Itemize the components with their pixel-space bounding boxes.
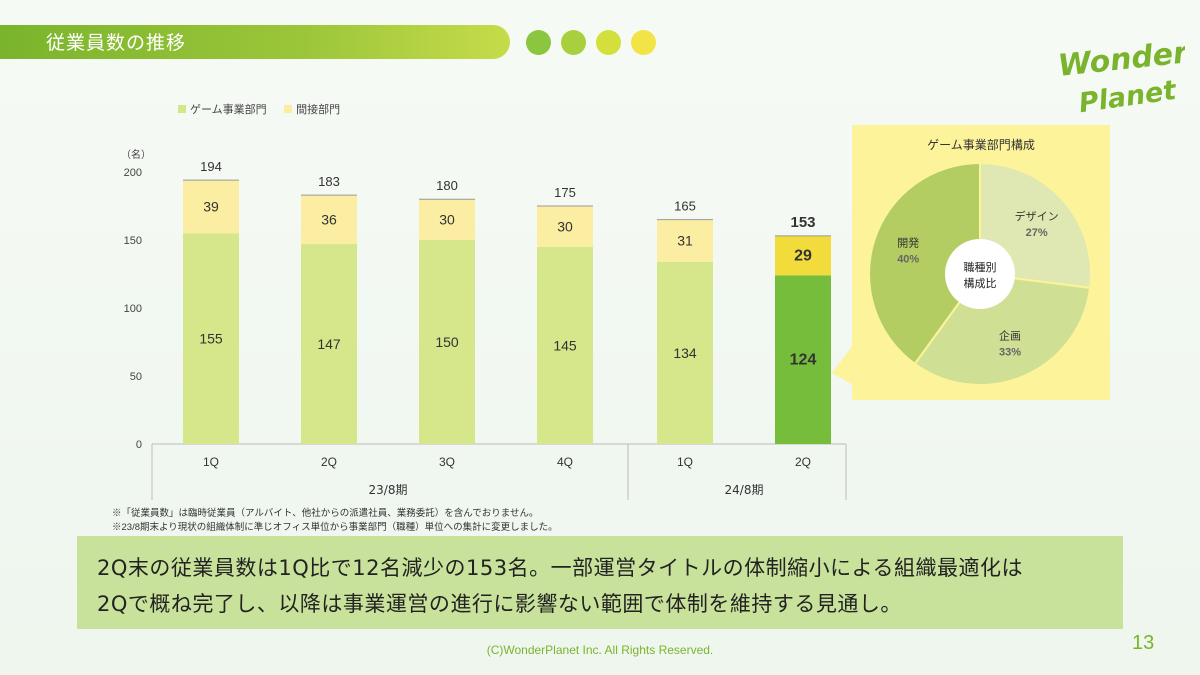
header-bar xyxy=(0,25,510,59)
bar-game xyxy=(183,233,239,444)
pie-center-hole xyxy=(945,239,1015,309)
x-tick-label: 1Q xyxy=(203,455,219,469)
y-tick-label: 200 xyxy=(124,167,142,179)
data-label-indirect: 30 xyxy=(557,218,573,234)
footnote-2: ※23/8期末より現状の組織体制に準じオフィス単位から事業部門（職種）単位への集… xyxy=(112,522,558,533)
x-tick-label: 4Q xyxy=(557,455,573,469)
bar-indirect xyxy=(657,219,713,262)
data-label-total: 153 xyxy=(790,214,815,231)
chart-legend: ゲーム事業部門 間接部門 xyxy=(178,101,354,117)
bar-indirect xyxy=(301,195,357,245)
legend-label-indirect: 間接部門 xyxy=(296,103,341,116)
pie-title: ゲーム事業部門構成 xyxy=(927,138,1035,152)
pie-center-label: 構成比 xyxy=(964,277,997,290)
y-tick-label: 150 xyxy=(124,235,142,247)
header-dot xyxy=(561,30,586,55)
pie-slice-label: デザイン xyxy=(1015,209,1059,223)
pie-slice-label: 企画 xyxy=(999,328,1021,342)
pie-slice-label: 開発 xyxy=(897,236,919,250)
x-group-label: 23/8期 xyxy=(369,483,408,497)
data-label-game: 147 xyxy=(317,336,341,352)
data-label-total: 165 xyxy=(674,199,696,214)
data-label-game: 124 xyxy=(790,352,817,369)
x-tick-label: 2Q xyxy=(321,455,337,469)
pie-slice-value: 27% xyxy=(1026,227,1048,239)
x-tick-label: 2Q xyxy=(795,455,811,469)
x-group-label: 24/8期 xyxy=(725,483,764,497)
bar-indirect xyxy=(419,199,475,240)
summary-box: 2Q末の従業員数は1Q比で12名減少の153名。一部運営タイトルの体制縮小による… xyxy=(77,536,1123,629)
data-label-indirect: 31 xyxy=(677,233,693,249)
wonderplanet-logo: Wonder Planet xyxy=(1056,35,1185,119)
bar-game xyxy=(657,261,713,444)
y-axis-unit-label: （名） xyxy=(121,148,151,161)
data-label-game: 155 xyxy=(199,331,223,347)
data-label-total: 175 xyxy=(554,185,576,200)
header-dot xyxy=(596,30,621,55)
legend-swatch-game xyxy=(178,105,186,113)
bar-indirect xyxy=(775,235,831,276)
page-number: 13 xyxy=(1132,632,1155,654)
data-label-total: 183 xyxy=(318,174,340,189)
copyright: (C)WonderPlanet Inc. All Rights Reserved… xyxy=(486,643,714,657)
pie-slice xyxy=(913,272,1092,386)
logo-text-planet: Planet xyxy=(1077,75,1179,119)
data-label-game: 134 xyxy=(673,345,697,361)
x-tick-label: 1Q xyxy=(677,455,693,469)
summary-line-2: 2Qで概ね完了し、以降は事業運営の進行に影響ない範囲で体制を維持する見通し。 xyxy=(97,592,902,616)
pie-panel: ゲーム事業部門構成 デザイン 27% 企画 33% 開発 40% 職種別構成比 xyxy=(852,125,1110,400)
y-tick-label: 50 xyxy=(130,371,142,383)
x-tick-label: 3Q xyxy=(439,455,455,469)
pie-callout-pointer xyxy=(832,345,853,385)
legend-swatch-indirect xyxy=(284,105,293,113)
data-label-indirect: 30 xyxy=(439,212,455,228)
pie-slice-value: 40% xyxy=(897,254,919,266)
employee-bar-chart: （名） 0 50 100 150 200 155 39 194 1Q 147 36 183 2Q 150 30… xyxy=(121,148,847,500)
data-label-total: 194 xyxy=(200,159,222,174)
y-tick-label: 0 xyxy=(136,439,142,451)
header-dot xyxy=(631,30,656,55)
footnote-1: ※「従業員数」は臨時従業員（アルバイト、他社からの派遣社員、業務委託）を含んでお… xyxy=(112,508,539,519)
y-tick-label: 100 xyxy=(124,303,142,315)
pie-center-label: 職種別 xyxy=(964,260,997,274)
page-title: 従業員数の推移 xyxy=(46,32,187,54)
bar-indirect xyxy=(537,206,593,247)
bar-game xyxy=(301,244,357,444)
data-label-game: 150 xyxy=(435,334,459,350)
pie-slice-value: 33% xyxy=(999,346,1021,358)
data-label-total: 180 xyxy=(436,178,458,193)
legend-item-indirect: 間接部門 xyxy=(284,101,340,117)
bar-game xyxy=(775,275,831,444)
bar-game xyxy=(537,246,593,444)
data-label-indirect: 29 xyxy=(794,248,812,265)
bar-indirect xyxy=(183,180,239,234)
pie-slice xyxy=(868,161,981,366)
bar-game xyxy=(419,240,475,444)
legend-item-game: ゲーム事業部門 xyxy=(178,101,267,117)
header-dot xyxy=(526,30,551,55)
data-label-indirect: 39 xyxy=(203,199,219,215)
summary-line-1: 2Q末の従業員数は1Q比で12名減少の153名。一部運営タイトルの体制縮小による… xyxy=(97,556,1023,580)
legend-label-game: ゲーム事業部門 xyxy=(190,103,267,116)
data-label-indirect: 36 xyxy=(321,212,337,228)
data-label-game: 145 xyxy=(553,337,577,353)
